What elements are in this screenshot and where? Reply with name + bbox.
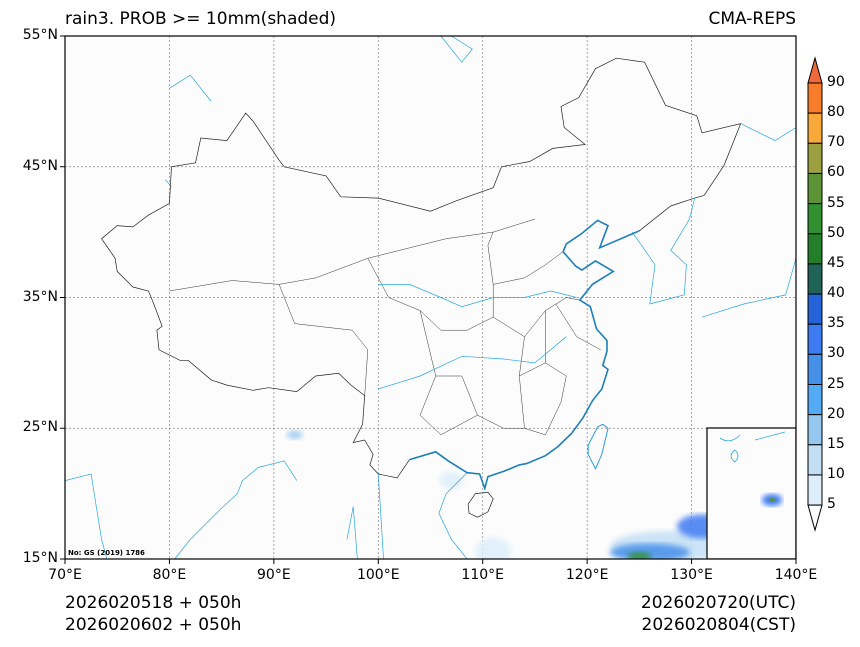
colorbar-segment — [807, 233, 823, 265]
lon-tick-label: 70°E — [48, 567, 82, 583]
lat-tick-label: 35°N — [22, 288, 58, 305]
province-border — [555, 303, 601, 351]
colorbar-segment — [807, 353, 823, 386]
coastline-river — [169, 74, 212, 102]
coastline-river — [740, 123, 796, 142]
colorbar-over-arrow — [807, 56, 823, 84]
inset-rain-core — [769, 498, 775, 502]
init-time-cst: 2026020602 + 050h — [65, 615, 242, 635]
coastline-river — [438, 472, 468, 559]
valid-time-utc: 2026020720(UTC) — [640, 593, 796, 613]
province-border — [419, 375, 478, 436]
colorbar-segment — [807, 323, 823, 355]
coastline-river — [378, 284, 577, 308]
province-border — [519, 362, 546, 377]
colorbar-segment — [807, 414, 823, 446]
rain-probability-patch — [286, 430, 303, 440]
province-border — [487, 232, 494, 318]
colorbar-label: 50 — [827, 224, 845, 241]
lon-tick-label: 130°E — [670, 567, 713, 583]
coastline-river — [701, 258, 796, 318]
colorbar-label: 5 — [827, 496, 836, 513]
lon-tick-label: 120°E — [565, 567, 609, 583]
rain-probability-patch — [475, 537, 512, 559]
colorbar-label: 40 — [827, 285, 845, 302]
coastline-river — [165, 179, 172, 187]
colorbar-label: 15 — [827, 435, 845, 452]
coastline-river — [649, 198, 696, 305]
coastline-river — [346, 506, 358, 559]
lon-tick-label: 90°E — [257, 567, 291, 583]
colorbar-label: 90 — [827, 74, 845, 90]
lat-tick-label: 15°N — [22, 550, 58, 566]
rain-probability-patch — [627, 551, 652, 559]
lat-tick-label: 55°N — [22, 27, 58, 43]
hainan-border — [467, 491, 494, 518]
coastline-river — [440, 36, 473, 63]
colorbar-segment — [807, 293, 823, 325]
lat-tick-label: 25°N — [22, 419, 58, 436]
colorbar-segment — [807, 263, 823, 295]
china-coast-highlight — [409, 219, 640, 492]
model-name: CMA-REPS — [708, 9, 796, 29]
colorbar-under-arrow — [807, 504, 823, 532]
colorbar-label: 10 — [827, 465, 845, 482]
province-border — [545, 310, 567, 435]
rain-probability-patch — [439, 471, 464, 490]
colorbar-label: 30 — [827, 345, 845, 362]
lat-tick-label: 45°N — [22, 157, 58, 174]
south-china-sea-inset — [706, 427, 796, 559]
province-border — [493, 251, 564, 285]
valid-time-cst: 2026020804(CST) — [641, 615, 796, 635]
colorbar-segment — [807, 474, 823, 506]
coastline-river — [65, 473, 108, 559]
inset-coastline — [719, 431, 786, 463]
colorbar-label: 25 — [827, 375, 845, 392]
colorbar-segment — [807, 112, 823, 144]
colorbar-label: 35 — [827, 315, 845, 332]
init-time-utc: 2026020518 + 050h — [65, 593, 242, 613]
lon-tick-label: 80°E — [152, 567, 187, 583]
map-title: rain3. PROB >= 10mm(shaded) — [65, 9, 337, 29]
map-layers — [65, 36, 796, 559]
colorbar-label: 70 — [827, 134, 845, 151]
taiwan-coast — [587, 423, 609, 470]
colorbar-label: 45 — [827, 254, 845, 271]
lon-tick-label: 110°E — [461, 567, 504, 583]
colorbar-label: 20 — [827, 405, 845, 422]
colorbar-label: 55 — [827, 194, 845, 211]
lon-tick-label: 100°E — [356, 567, 400, 583]
colorbar-segment — [807, 142, 823, 174]
coastline-river — [174, 460, 298, 559]
colorbar-segment — [807, 203, 823, 235]
coastline-river — [377, 473, 384, 559]
map-approval-number: No: GS (2019) 1786 — [68, 549, 145, 557]
coastline-river — [378, 336, 567, 390]
colorbar-segment — [807, 172, 823, 205]
colorbar-segment — [807, 384, 823, 416]
colorbar-label: 80 — [827, 104, 845, 121]
lon-tick-label: 140°E — [774, 567, 818, 583]
coastline-river — [631, 231, 656, 305]
colorbar-segment — [807, 82, 823, 114]
colorbar-label: 60 — [827, 164, 845, 181]
province-border — [278, 284, 369, 396]
colorbar-segment — [807, 444, 823, 476]
